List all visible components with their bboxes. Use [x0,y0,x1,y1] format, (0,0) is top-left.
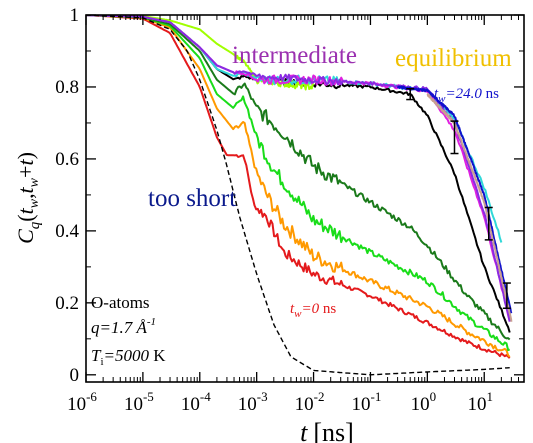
annotation-too-short: too short [148,185,236,212]
y-tick-label: 1 [70,5,80,26]
info-atoms: O-atoms [91,293,150,312]
series-line-tan [426,92,513,322]
y-tick-label: 0 [70,365,80,386]
info-temperature: Ti=5000 K [91,346,166,368]
x-tick-label: 10-2 [295,389,325,415]
y-tick-label: 0.8 [55,77,79,98]
series-line-orange [86,15,511,358]
y-tick-label: 0.2 [55,293,79,314]
info-q: q=1.7 Å-1 [91,316,156,337]
errorbar-layer [406,88,511,309]
x-tick-label: 10-6 [67,389,97,415]
y-tick-label: 0.4 [55,221,79,242]
series-line-green [86,15,511,352]
series-line-blue [396,85,513,314]
x-tick-label: 10-5 [124,389,154,415]
x-axis-label: t [ns] [300,418,354,443]
x-tick-label: 101 [467,389,493,415]
x-tick-label: 100 [411,389,437,415]
series-line-red [86,15,511,359]
annotation-tw-max: tw=24.0 ns [434,86,499,105]
annotation-tw-min: tw=0 ns [290,301,336,320]
annotation-intermediate: intermediate [232,42,357,69]
x-tick-label: 10-3 [238,389,268,415]
ticks-layer: 10-6 10-5 10-4 10-3 10-2 10-1 100 101 0 0.2 0.4 0.6… [55,5,525,415]
y-tick-label: 0.6 [55,149,79,170]
y-axis-label: Cq(tw,tw+t) [13,152,43,244]
x-tick-label: 10-1 [352,389,382,415]
x-tick-label: 10-4 [181,389,211,415]
annotation-equilibrium: equilibrium [395,45,512,72]
